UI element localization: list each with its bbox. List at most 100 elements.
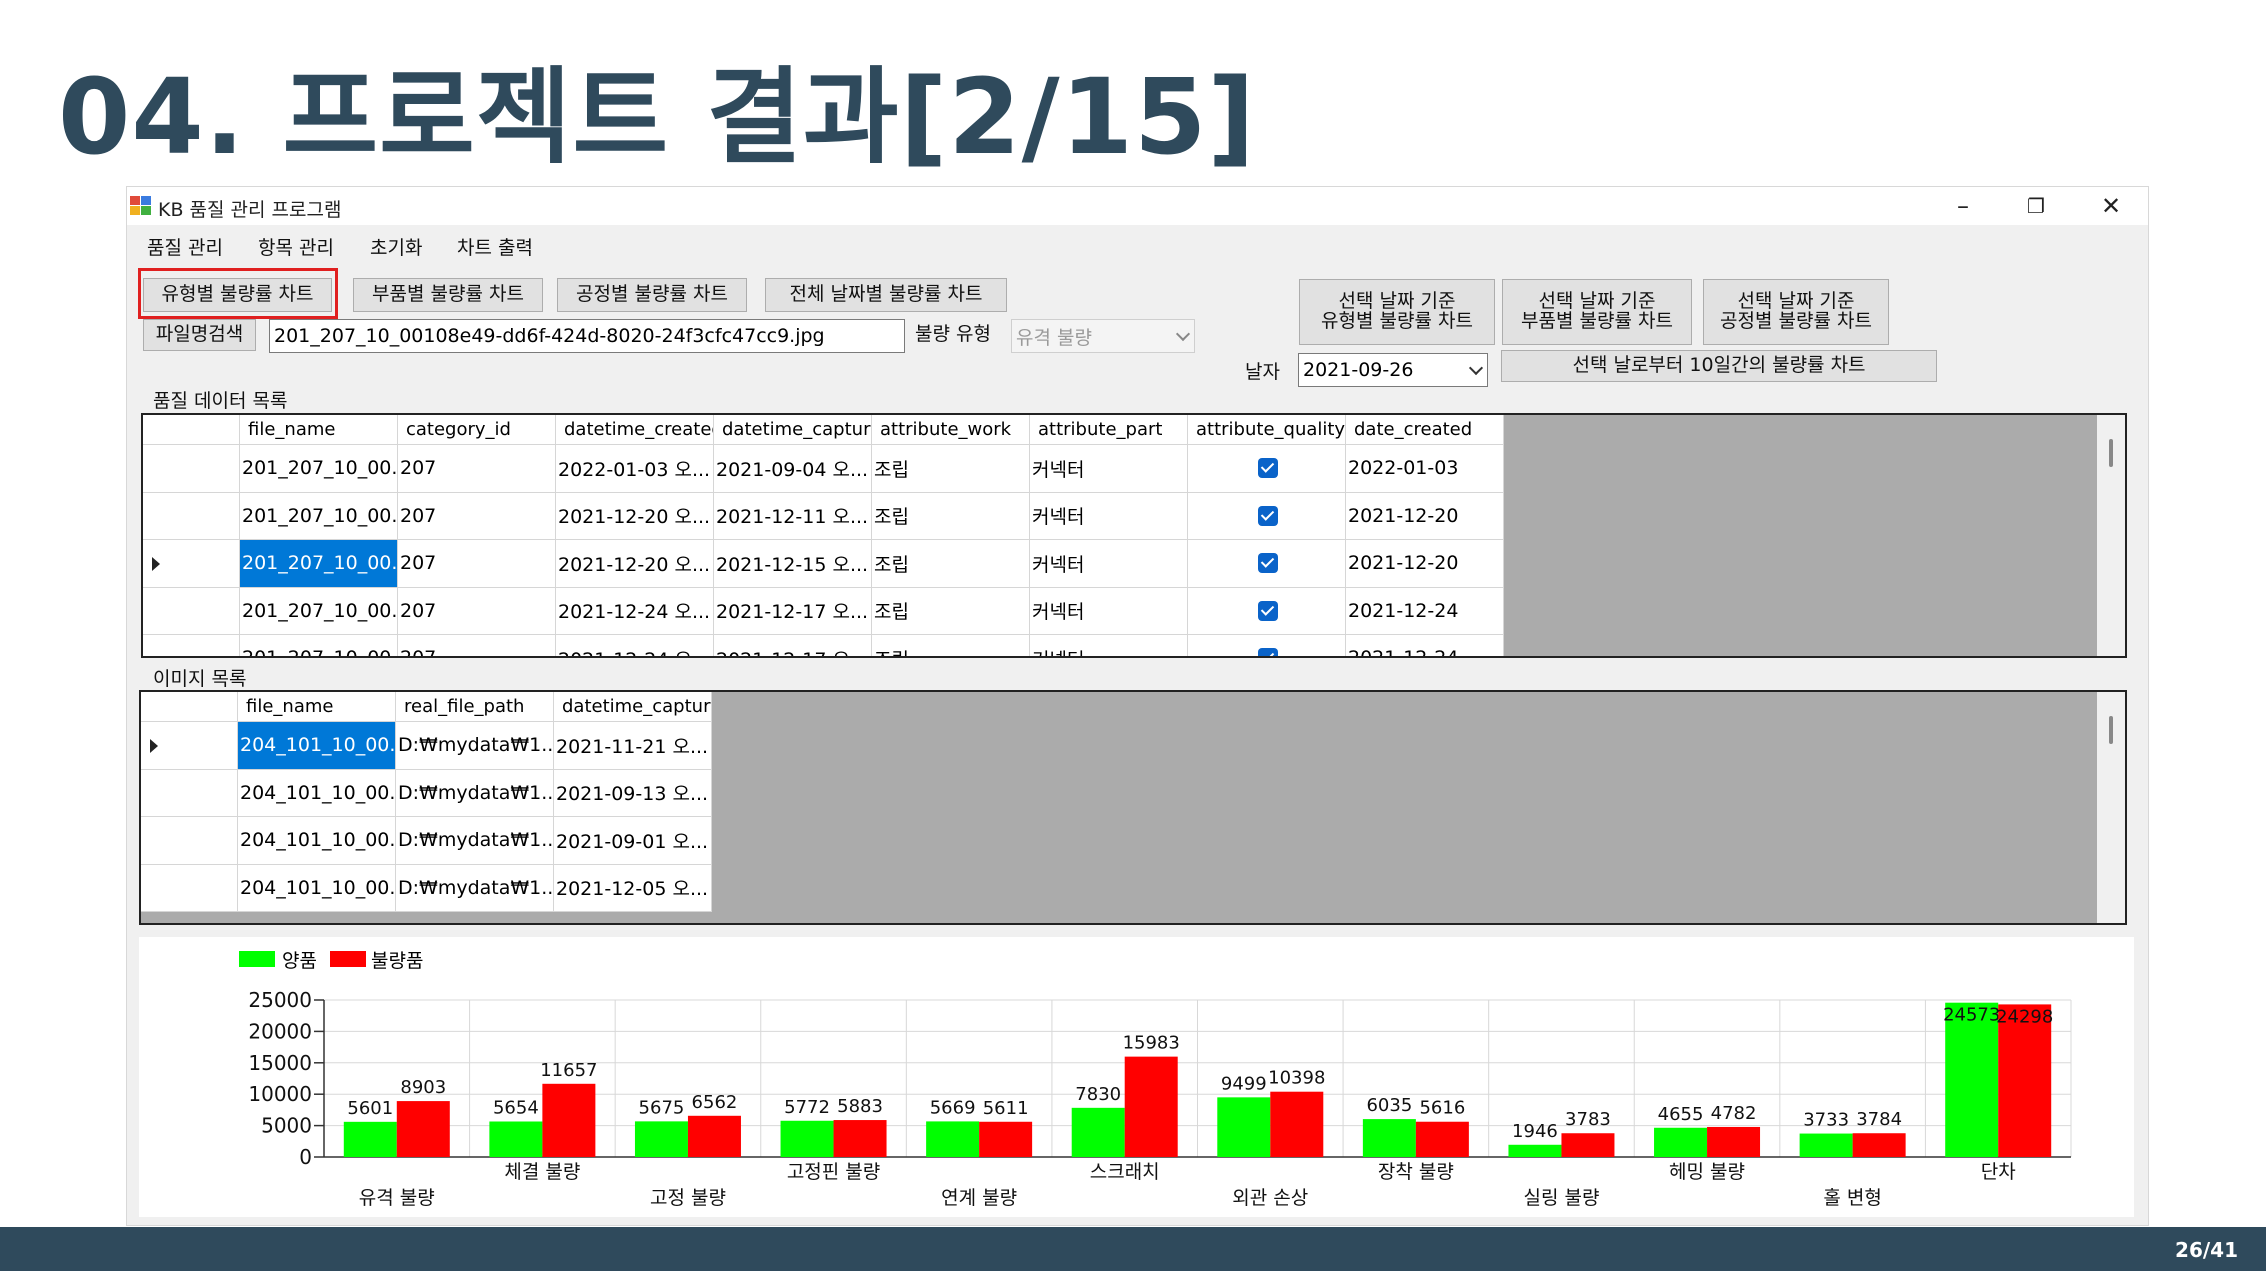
column-header-real-file-path[interactable]: real_file_path — [396, 692, 554, 722]
defect-type-select[interactable]: 유격 불량 — [1011, 319, 1195, 353]
grid-cell[interactable]: 201_207_10_00... — [240, 540, 398, 588]
menu-chart[interactable]: 차트 출력 — [457, 237, 533, 259]
file-name-field[interactable]: 201_207_10_00108e49-dd6f-424d-8020-24f3c… — [269, 319, 905, 353]
grid-cell[interactable] — [1188, 540, 1346, 588]
bar-good[interactable] — [489, 1121, 543, 1157]
bar-good[interactable] — [1945, 1002, 1999, 1157]
checkbox-checked-icon[interactable] — [1257, 553, 1278, 574]
grid-cell[interactable]: 204_101_10_00... — [238, 769, 396, 817]
grid-cell[interactable]: D:₩mydata₩1... — [396, 722, 554, 770]
grid-cell[interactable]: 조립 — [872, 445, 1030, 493]
selected-type-chart-button[interactable]: 선택 날짜 기준 유형별 불량률 차트 — [1299, 279, 1495, 345]
grid-cell[interactable]: 2021-12-24 — [1346, 587, 1504, 635]
grid-cell[interactable]: 207 — [398, 587, 556, 635]
grid-cell[interactable]: 조립 — [872, 492, 1030, 540]
bar-defect[interactable] — [687, 1115, 741, 1157]
bar-good[interactable] — [1362, 1119, 1416, 1157]
column-header-datetime-captured[interactable]: datetime_captured — [554, 692, 712, 722]
column-header-attribute-part[interactable]: attribute_part — [1030, 415, 1188, 445]
bar-defect[interactable] — [979, 1121, 1033, 1157]
column-header-file-name[interactable]: file_name — [238, 692, 396, 722]
row-header[interactable] — [141, 864, 238, 912]
vertical-scrollbar[interactable] — [2097, 692, 2125, 923]
bar-defect[interactable] — [396, 1101, 450, 1157]
grid-cell[interactable]: 204_101_10_00... — [238, 722, 396, 770]
bar-defect[interactable] — [1124, 1056, 1178, 1157]
grid-cell[interactable]: 2021-12-17 오... — [714, 635, 872, 656]
grid-cell[interactable]: 201_207_10_00... — [240, 587, 398, 635]
column-header-attribute-quality[interactable]: attribute_quality — [1188, 415, 1346, 445]
bar-good[interactable] — [1217, 1097, 1271, 1157]
grid-cell[interactable]: 2021-12-20 오... — [556, 540, 714, 588]
menu-items[interactable]: 항목 관리 — [258, 237, 334, 259]
grid-cell[interactable]: 207 — [398, 540, 556, 588]
bar-good[interactable] — [1508, 1144, 1562, 1157]
grid-cell[interactable]: 조립 — [872, 635, 1030, 656]
vertical-scrollbar[interactable] — [2097, 415, 2125, 656]
grid-cell[interactable]: 2021-12-20 — [1346, 540, 1504, 588]
grid-cell[interactable]: 2021-12-24 오... — [556, 635, 714, 656]
date-picker[interactable]: 2021-09-26 — [1298, 353, 1488, 387]
grid-cell[interactable]: D:₩mydata₩1... — [396, 817, 554, 865]
grid-cell[interactable]: 2021-12-15 오... — [714, 540, 872, 588]
bar-defect[interactable] — [1707, 1126, 1761, 1157]
row-header[interactable] — [143, 445, 240, 493]
column-header-datetime-created[interactable]: datetime_created — [556, 415, 714, 445]
bar-defect[interactable] — [1270, 1091, 1324, 1157]
bar-defect[interactable] — [833, 1120, 887, 1157]
checkbox-checked-icon[interactable] — [1257, 458, 1278, 479]
row-header[interactable] — [143, 540, 240, 588]
grid-cell[interactable]: 2021-12-17 오... — [714, 587, 872, 635]
image-data-grid[interactable]: file_namereal_file_pathdatetime_captured… — [139, 690, 2127, 925]
scroll-thumb[interactable] — [2109, 716, 2113, 744]
grid-cell[interactable]: 207 — [398, 635, 556, 656]
bar-good[interactable] — [780, 1120, 834, 1157]
column-header-attribute-work[interactable]: attribute_work — [872, 415, 1030, 445]
type-chart-button[interactable]: 유형별 불량률 차트 — [143, 278, 332, 312]
bar-good[interactable] — [926, 1121, 980, 1157]
process-chart-button[interactable]: 공정별 불량률 차트 — [557, 278, 747, 312]
bar-good[interactable] — [1071, 1107, 1125, 1157]
grid-cell[interactable]: 커넥터 — [1030, 445, 1188, 493]
grid-cell[interactable]: 2021-12-20 — [1346, 492, 1504, 540]
grid-cell[interactable] — [1188, 587, 1346, 635]
grid-cell[interactable]: 2021-12-05 오... — [554, 864, 712, 912]
grid-cell[interactable]: 201_207_10_00... — [240, 445, 398, 493]
grid-cell[interactable]: D:₩mydata₩1... — [396, 864, 554, 912]
menu-reset[interactable]: 초기화 — [370, 237, 423, 259]
ten-day-chart-button[interactable]: 선택 날로부터 10일간의 불량률 차트 — [1501, 350, 1937, 382]
row-header[interactable] — [141, 769, 238, 817]
grid-cell[interactable]: 204_101_10_00... — [238, 864, 396, 912]
checkbox-checked-icon[interactable] — [1257, 505, 1278, 526]
grid-cell[interactable]: 2021-09-04 오... — [714, 445, 872, 493]
grid-cell[interactable] — [1188, 635, 1346, 656]
all-date-chart-button[interactable]: 전체 날짜별 불량률 차트 — [765, 278, 1007, 312]
row-header[interactable] — [143, 635, 240, 656]
column-header-file-name[interactable]: file_name — [240, 415, 398, 445]
bar-defect[interactable] — [1998, 1004, 2052, 1157]
grid-cell[interactable]: 커넥터 — [1030, 540, 1188, 588]
grid-cell[interactable]: 커넥터 — [1030, 587, 1188, 635]
bar-defect[interactable] — [1852, 1133, 1906, 1157]
grid-cell[interactable]: 2021-11-21 오... — [554, 722, 712, 770]
grid-cell[interactable]: 조립 — [872, 540, 1030, 588]
grid-cell[interactable]: 201_207_10_00... — [240, 492, 398, 540]
column-header-date-created[interactable]: date_created — [1346, 415, 1504, 445]
restore-button[interactable]: ❐ — [2027, 194, 2045, 218]
grid-cell[interactable]: 2021-12-11 오... — [714, 492, 872, 540]
grid-cell[interactable] — [1188, 445, 1346, 493]
grid-cell[interactable]: 2021-09-01 오... — [554, 817, 712, 865]
bar-good[interactable] — [634, 1121, 688, 1157]
bar-defect[interactable] — [1561, 1133, 1615, 1157]
row-header[interactable] — [141, 817, 238, 865]
quality-data-grid[interactable]: file_name category_id datetime_created date… — [141, 413, 2127, 658]
row-header[interactable] — [143, 587, 240, 635]
bar-good[interactable] — [1654, 1127, 1708, 1157]
checkbox-checked-icon[interactable] — [1257, 648, 1278, 656]
grid-cell[interactable]: 207 — [398, 492, 556, 540]
grid-cell[interactable]: 2021-09-13 오... — [554, 769, 712, 817]
bar-defect[interactable] — [1415, 1121, 1469, 1157]
column-header-category-id[interactable]: category_id — [398, 415, 556, 445]
grid-cell[interactable]: 조립 — [872, 587, 1030, 635]
row-header[interactable] — [141, 722, 238, 770]
